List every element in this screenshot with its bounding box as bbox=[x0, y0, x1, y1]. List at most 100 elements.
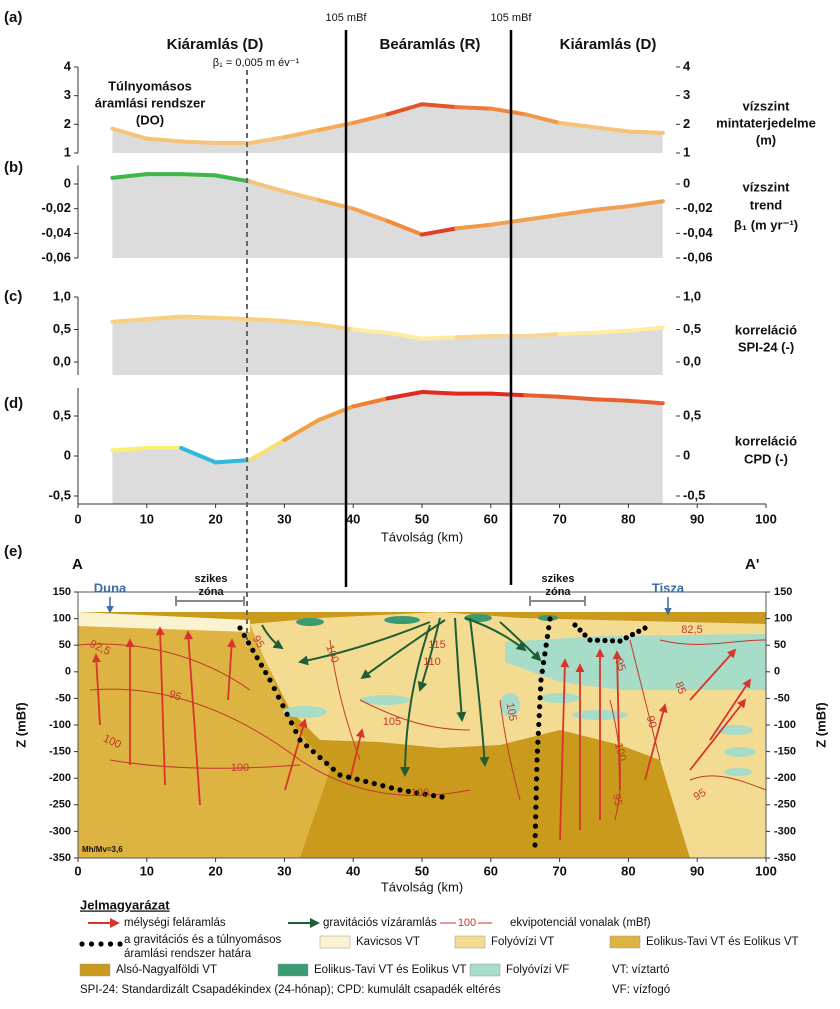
line-segment bbox=[557, 207, 596, 217]
legend-swatch bbox=[454, 935, 486, 949]
boundary-dot bbox=[534, 757, 540, 763]
boundary-dot bbox=[388, 785, 395, 791]
line-segment bbox=[488, 217, 528, 227]
y-tick-label: 0,5 bbox=[53, 321, 71, 336]
x-tick-label: 20 bbox=[208, 863, 222, 878]
boundary-dot bbox=[380, 783, 386, 789]
y-tick-label: -200 bbox=[49, 772, 71, 784]
area bbox=[112, 174, 663, 258]
legend-text: ekvipotenciál vonalak (mBf) bbox=[510, 917, 651, 929]
boundary-dot bbox=[241, 632, 247, 639]
boundary-dot bbox=[414, 790, 420, 796]
contour-label: 95 bbox=[612, 657, 627, 673]
y-tick-label-right: 2 bbox=[683, 116, 690, 131]
x-tick-label: 100 bbox=[755, 863, 777, 878]
contour bbox=[89, 688, 471, 797]
overpressure-label: áramlási rendszer bbox=[95, 95, 206, 110]
zone-label: zóna bbox=[198, 586, 224, 598]
y-tick-label: -100 bbox=[49, 719, 71, 731]
x-tick-label: 30 bbox=[277, 863, 291, 878]
line-segment bbox=[179, 172, 218, 178]
equipotentials bbox=[77, 639, 767, 821]
boundary-dot bbox=[617, 638, 623, 644]
boundary-dot bbox=[245, 640, 252, 646]
y-title: Z (mBf) bbox=[13, 702, 28, 748]
boundary-dot bbox=[535, 739, 541, 745]
lens bbox=[384, 616, 420, 624]
boundary-dot bbox=[536, 721, 542, 728]
y-tick-label: 150 bbox=[53, 586, 71, 598]
line-segment bbox=[179, 314, 218, 320]
upflow-arrow bbox=[184, 630, 201, 806]
line-segment bbox=[316, 120, 356, 133]
legend-text: Folyóvízi VF bbox=[506, 964, 569, 976]
boundary-dot bbox=[293, 728, 299, 735]
y-title: CPD (-) bbox=[744, 451, 788, 466]
y-tick-label: 100 bbox=[53, 613, 71, 625]
boundary-dot bbox=[250, 647, 256, 653]
boundary-dot bbox=[275, 694, 282, 700]
contour-label: 100 bbox=[612, 742, 628, 763]
line-segment bbox=[351, 327, 390, 335]
y-tick-label-right: 0 bbox=[683, 447, 690, 462]
y-tick-label-right: 4 bbox=[683, 58, 691, 73]
area bbox=[112, 316, 663, 375]
gravity-arrow bbox=[261, 624, 284, 650]
x-tick-label: 80 bbox=[621, 511, 635, 526]
line-segment bbox=[523, 393, 562, 399]
contour-label: 105 bbox=[504, 702, 519, 722]
boundary-dot bbox=[629, 631, 636, 638]
line-segment bbox=[454, 105, 493, 111]
line-segment bbox=[110, 172, 149, 180]
line-segment bbox=[454, 334, 493, 340]
y-tick-label: 1 bbox=[64, 144, 71, 159]
lens bbox=[500, 693, 520, 717]
gravity-arrow bbox=[464, 617, 527, 652]
y-tick-label-right: 150 bbox=[774, 586, 792, 598]
boundary-dot bbox=[271, 685, 277, 692]
boundary-dot bbox=[533, 785, 539, 791]
upflow-arrow bbox=[349, 728, 365, 781]
line-segment bbox=[282, 418, 321, 442]
level-label: 105 mBf bbox=[491, 12, 533, 24]
y-tick-label-right: -0,04 bbox=[683, 225, 713, 240]
x-title: Távolság (km) bbox=[381, 879, 463, 894]
y-tick-label-right: 0,5 bbox=[683, 321, 701, 336]
line-segment bbox=[316, 404, 356, 422]
boundary-dot bbox=[534, 766, 540, 773]
y-tick-label: -50 bbox=[55, 692, 71, 704]
y-tick-label: 2 bbox=[64, 116, 71, 131]
y-tick-label: 1,0 bbox=[53, 288, 71, 303]
boundary-dot bbox=[317, 754, 323, 761]
line-segment bbox=[282, 189, 321, 203]
line-segment bbox=[385, 390, 424, 401]
y-tick-label-right: -150 bbox=[774, 746, 796, 758]
line-segment bbox=[351, 396, 390, 409]
y-tick-label: -0,02 bbox=[41, 200, 71, 215]
boundary-dot bbox=[397, 787, 403, 793]
boundary-dot bbox=[537, 686, 544, 692]
y-title: (m) bbox=[756, 132, 776, 147]
contour-label: 105 bbox=[383, 716, 401, 728]
y-title: mintaterjedelme bbox=[716, 115, 816, 130]
panels: (a) vízszint mintaterjedelme (m) 1 1 2 2 3 3 4 4 (b)… bbox=[4, 9, 816, 544]
legend-swatch bbox=[277, 963, 309, 977]
line-segment bbox=[351, 206, 390, 223]
line-segment bbox=[420, 390, 459, 396]
boundary-dot bbox=[538, 677, 544, 683]
y-tick-label-right: 0 bbox=[774, 666, 780, 678]
x-tick-label: 30 bbox=[277, 511, 291, 526]
boundary-dot bbox=[642, 625, 648, 631]
upflow-arrow bbox=[155, 626, 166, 786]
boundary-dot bbox=[609, 638, 616, 644]
contour-label: 115 bbox=[428, 639, 446, 651]
upflow-arrow bbox=[689, 698, 747, 771]
line-segment bbox=[248, 179, 287, 194]
boundary-dot bbox=[572, 622, 578, 628]
boundary-dot bbox=[547, 616, 553, 622]
legend-text: Eolikus-Tavi VT és Eolikus VT bbox=[646, 936, 799, 948]
boundary-dot bbox=[267, 677, 273, 683]
lens bbox=[360, 695, 410, 705]
boundary-dot bbox=[258, 662, 265, 668]
y-tick-label-right: 100 bbox=[774, 613, 792, 625]
